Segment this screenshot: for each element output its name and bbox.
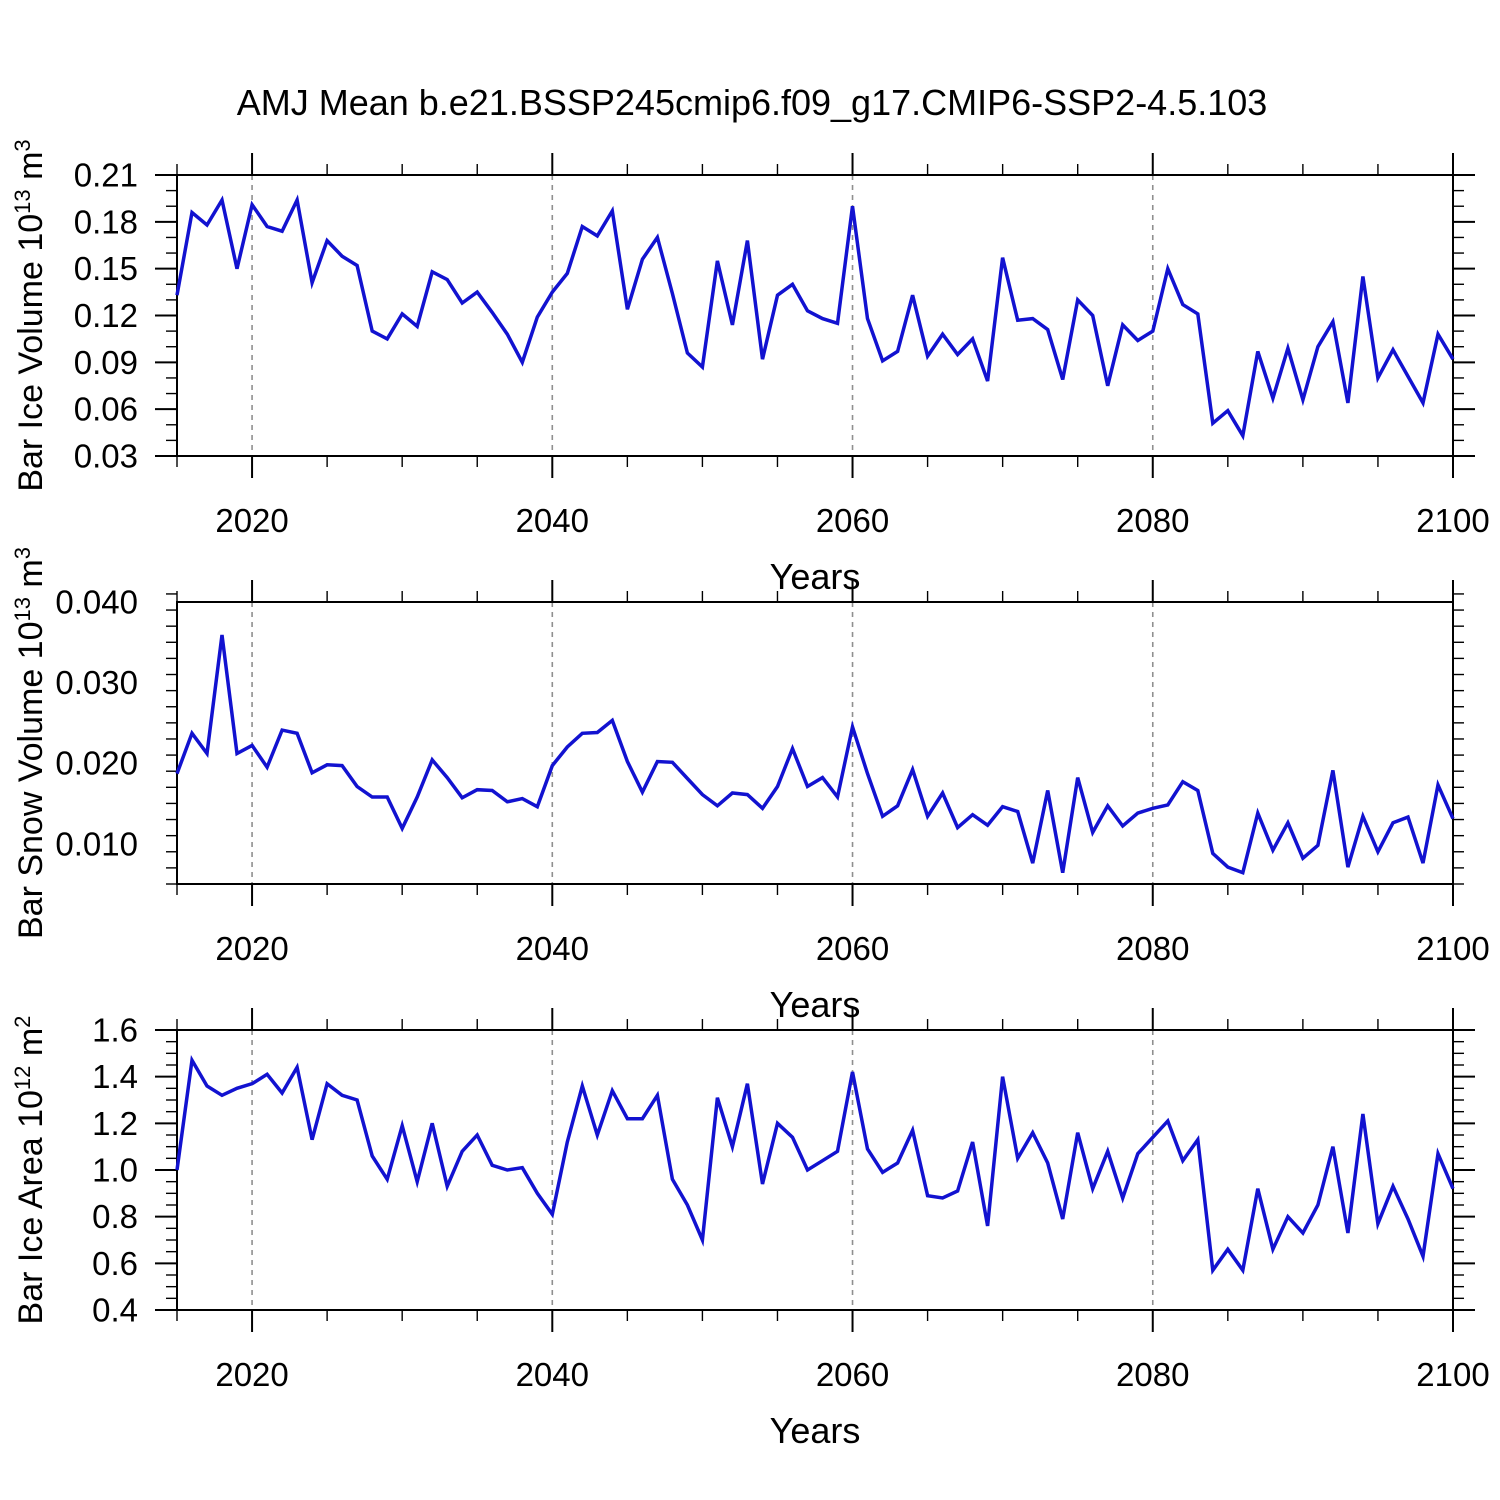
x-tick-label: 2100 (1416, 502, 1489, 539)
x-axis-title: Years (770, 1410, 861, 1451)
y-tick-label: 0.030 (55, 664, 138, 701)
y-tick-label: 0.6 (92, 1245, 138, 1282)
y-tick-label: 0.010 (55, 825, 138, 862)
y-tick-label: 1.2 (92, 1105, 138, 1142)
panel-border (176, 601, 1454, 885)
x-tick-label: 2040 (516, 930, 589, 967)
x-tick-label: 2040 (516, 1356, 589, 1393)
y-axis-title: Bar Ice Volume 1013 m3 (10, 139, 50, 491)
x-tick-label: 2060 (816, 1356, 889, 1393)
y-tick-label: 1.0 (92, 1152, 138, 1189)
figure-title: AMJ Mean b.e21.BSSP245cmip6.f09_g17.CMIP… (236, 82, 1268, 123)
y-axis-title: Bar Snow Volume 1013 m3 (10, 547, 50, 939)
ice-area-line (175, 1055, 1455, 1276)
x-tick-label: 2080 (1116, 1356, 1189, 1393)
y-tick-label: 0.03 (74, 438, 138, 475)
y-tick-label: 0.12 (74, 297, 138, 334)
ice-volume-panel: 0.03 0.06 0.09 0.12 0.15 0.18 0.21 2020 2040 2060… (10, 139, 1490, 597)
y-tick-label: 0.8 (92, 1198, 138, 1235)
x-tick-label: 2100 (1416, 1356, 1489, 1393)
ice-volume-line (175, 194, 1455, 441)
ice-area-panel: 0.4 0.6 0.8 1.0 1.2 1.4 1.6 2020 2040 2060 2080 210… (10, 1008, 1490, 1451)
x-tick-label: 2080 (1116, 930, 1189, 967)
snow-volume-panel: 0.010 0.020 0.030 0.040 2020 2040 2060 2080 2100… (10, 547, 1490, 1025)
y-tick-label: 0.15 (74, 250, 138, 287)
y-tick-label: 0.4 (92, 1292, 138, 1329)
y-tick-label: 0.09 (74, 344, 138, 381)
x-tick-label: 2040 (516, 502, 589, 539)
x-tick-label: 2080 (1116, 502, 1189, 539)
x-tick-label: 2060 (816, 502, 889, 539)
x-tick-label: 2020 (215, 1356, 288, 1393)
y-tick-label: 0.06 (74, 391, 138, 428)
snow-volume-line (175, 634, 1455, 876)
panel-border (176, 1029, 1454, 1311)
panel-border (176, 174, 1454, 457)
y-tick-label: 0.040 (55, 584, 138, 621)
y-tick-label: 0.18 (74, 203, 138, 240)
y-tick-label: 1.6 (92, 1012, 138, 1049)
x-axis-title: Years (770, 556, 861, 597)
y-tick-label: 0.21 (74, 157, 138, 194)
y-axis-title: Bar Ice Area 1012 m2 (10, 1016, 50, 1325)
x-tick-label: 2020 (215, 930, 288, 967)
x-tick-label: 2020 (215, 502, 288, 539)
x-tick-label: 2060 (816, 930, 889, 967)
y-tick-label: 1.4 (92, 1058, 138, 1095)
y-tick-label: 0.020 (55, 745, 138, 782)
x-tick-label: 2100 (1416, 930, 1489, 967)
x-axis-title: Years (770, 984, 861, 1025)
